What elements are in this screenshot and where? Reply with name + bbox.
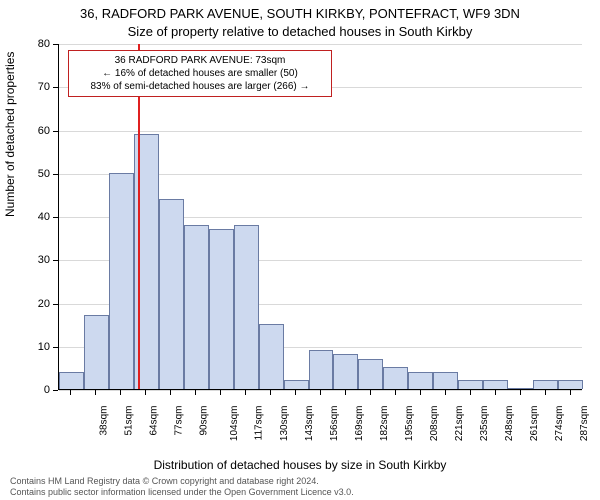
x-tick-label: 156sqm: [329, 406, 340, 442]
y-tick-mark: [53, 44, 58, 45]
attribution-line-1: Contains HM Land Registry data © Crown c…: [10, 476, 354, 487]
y-tick-label: 10: [20, 341, 50, 353]
x-axis-label: Distribution of detached houses by size …: [0, 458, 600, 472]
y-tick-label: 60: [20, 125, 50, 137]
y-tick-mark: [53, 174, 58, 175]
x-tick-mark: [170, 390, 171, 395]
bar: [184, 225, 209, 389]
x-tick-mark: [270, 390, 271, 395]
x-tick-label: 104sqm: [229, 406, 240, 442]
bar: [284, 380, 309, 389]
x-tick-mark: [295, 390, 296, 395]
x-tick-label: 195sqm: [404, 406, 415, 442]
bar: [84, 315, 109, 389]
x-tick-mark: [370, 390, 371, 395]
x-tick-mark: [445, 390, 446, 395]
x-tick-mark: [145, 390, 146, 395]
bar: [383, 367, 408, 389]
bar: [209, 229, 234, 389]
annotation-box: 36 RADFORD PARK AVENUE: 73sqm← 16% of de…: [68, 50, 332, 97]
x-tick-mark: [70, 390, 71, 395]
x-tick-mark: [320, 390, 321, 395]
y-tick-mark: [53, 131, 58, 132]
x-tick-label: 51sqm: [124, 406, 135, 436]
y-tick-mark: [53, 390, 58, 391]
x-tick-label: 143sqm: [304, 406, 315, 442]
x-tick-label: 287sqm: [579, 406, 590, 442]
x-tick-label: 90sqm: [199, 406, 210, 436]
bar: [358, 359, 383, 389]
y-tick-label: 0: [20, 384, 50, 396]
x-tick-mark: [245, 390, 246, 395]
y-tick-label: 50: [20, 168, 50, 180]
x-tick-mark: [195, 390, 196, 395]
bar: [533, 380, 558, 389]
bar: [483, 380, 508, 389]
y-tick-label: 40: [20, 211, 50, 223]
y-tick-mark: [53, 260, 58, 261]
x-tick-mark: [95, 390, 96, 395]
y-tick-label: 30: [20, 254, 50, 266]
x-tick-mark: [345, 390, 346, 395]
x-tick-label: 221sqm: [454, 406, 465, 442]
x-tick-mark: [545, 390, 546, 395]
bar: [508, 388, 533, 389]
x-tick-label: 248sqm: [504, 406, 515, 442]
x-tick-mark: [395, 390, 396, 395]
bar: [59, 372, 84, 389]
bar: [109, 173, 134, 389]
bar: [259, 324, 284, 389]
x-tick-label: 64sqm: [149, 406, 160, 436]
bar: [333, 354, 358, 389]
bar: [408, 372, 433, 389]
y-tick-label: 20: [20, 298, 50, 310]
y-tick-mark: [53, 304, 58, 305]
y-tick-label: 80: [20, 38, 50, 50]
x-tick-mark: [495, 390, 496, 395]
annotation-line: 36 RADFORD PARK AVENUE: 73sqm: [75, 54, 325, 67]
x-tick-label: 117sqm: [254, 406, 265, 441]
x-tick-mark: [120, 390, 121, 395]
bar: [458, 380, 483, 389]
attribution-line-2: Contains public sector information licen…: [10, 487, 354, 498]
x-tick-label: 182sqm: [379, 406, 390, 442]
annotation-line: 83% of semi-detached houses are larger (…: [75, 80, 325, 93]
x-tick-label: 38sqm: [99, 406, 110, 436]
bar: [234, 225, 259, 389]
x-tick-mark: [520, 390, 521, 395]
x-tick-label: 169sqm: [354, 406, 365, 442]
y-tick-mark: [53, 87, 58, 88]
bar: [309, 350, 334, 389]
bar: [558, 380, 583, 389]
attribution: Contains HM Land Registry data © Crown c…: [10, 476, 354, 498]
x-tick-mark: [220, 390, 221, 395]
y-tick-label: 70: [20, 81, 50, 93]
x-tick-label: 77sqm: [174, 406, 185, 436]
bar: [159, 199, 184, 389]
x-tick-label: 261sqm: [529, 406, 540, 442]
x-tick-mark: [470, 390, 471, 395]
y-axis-label: Number of detached properties: [3, 52, 17, 217]
chart-container: 36, RADFORD PARK AVENUE, SOUTH KIRKBY, P…: [0, 0, 600, 500]
x-tick-label: 208sqm: [429, 406, 440, 442]
chart-title-main: 36, RADFORD PARK AVENUE, SOUTH KIRKBY, P…: [0, 6, 600, 21]
y-tick-mark: [53, 217, 58, 218]
bar: [433, 372, 458, 389]
x-tick-label: 274sqm: [554, 406, 565, 442]
x-tick-mark: [570, 390, 571, 395]
y-tick-mark: [53, 347, 58, 348]
annotation-line: ← 16% of detached houses are smaller (50…: [75, 67, 325, 80]
x-tick-label: 235sqm: [479, 406, 490, 442]
x-tick-mark: [420, 390, 421, 395]
x-tick-label: 130sqm: [279, 406, 290, 442]
chart-title-sub: Size of property relative to detached ho…: [0, 24, 600, 39]
